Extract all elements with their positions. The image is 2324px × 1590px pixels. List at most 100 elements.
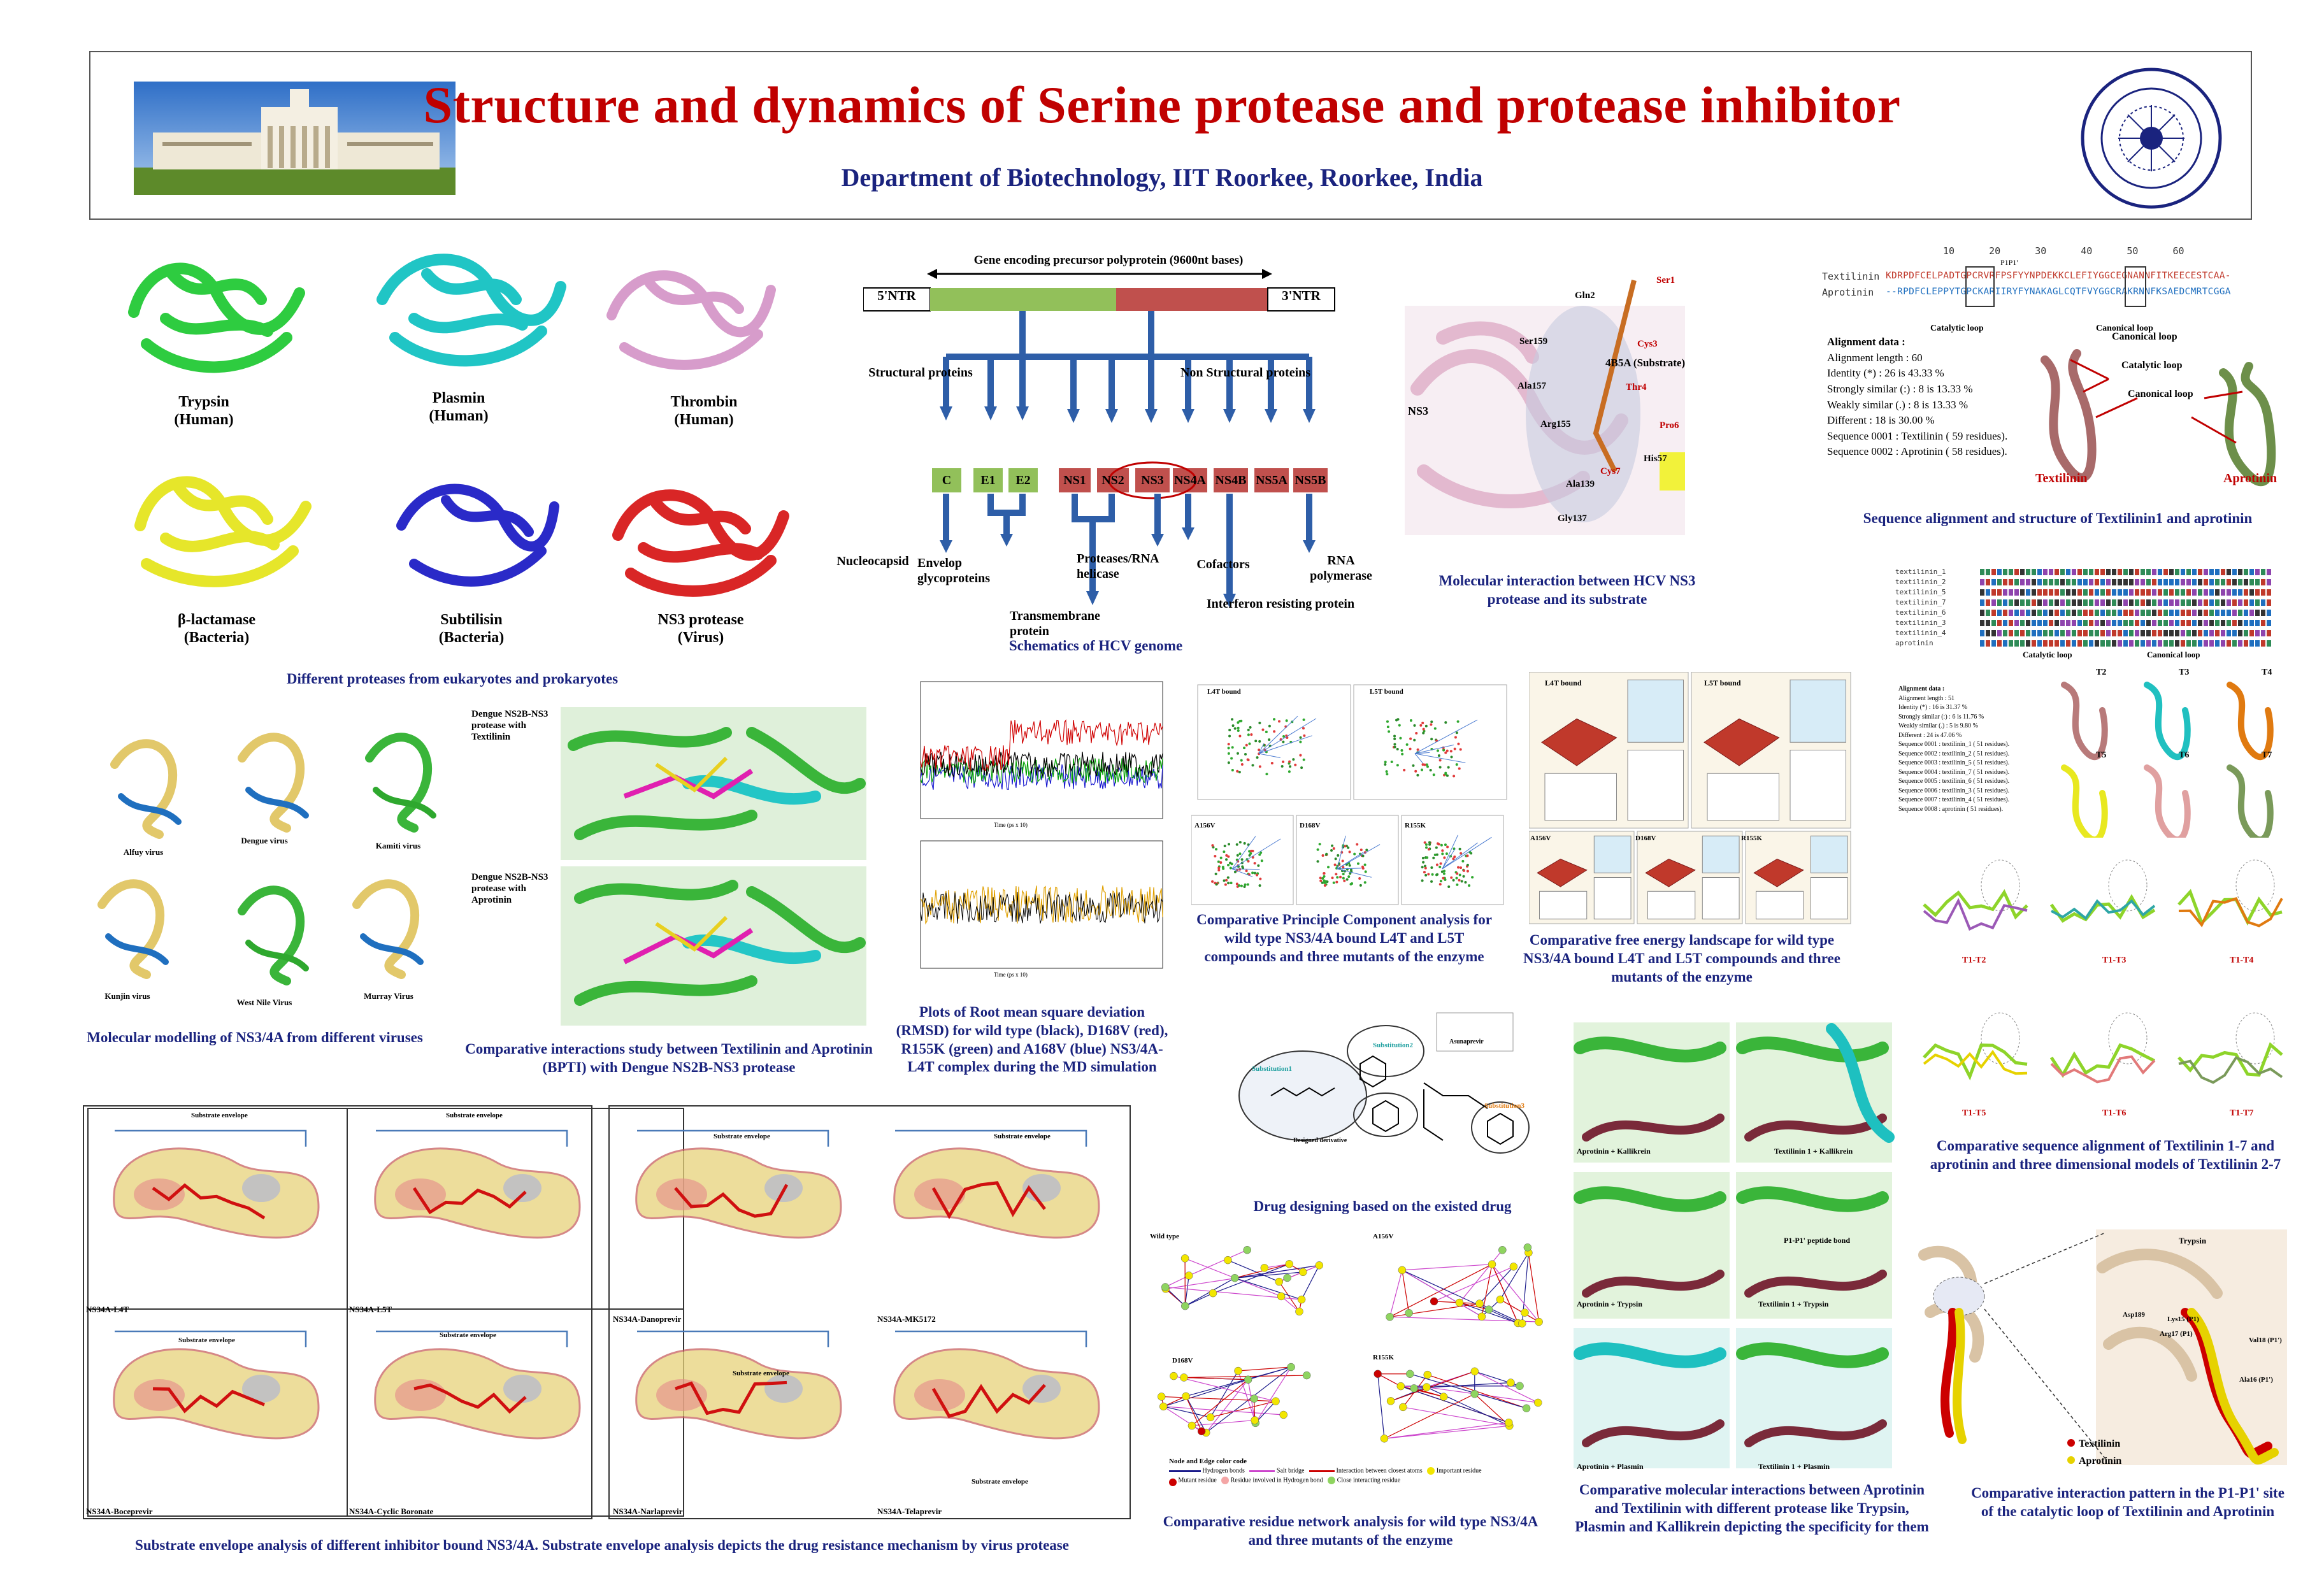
alignment-residue [2060,610,2065,616]
alignment-residue [2146,640,2151,647]
alignment-residue [2020,579,2025,585]
cys7-label: Cys7 [1600,466,1621,476]
pair-t1t4: T1-T4 [2230,956,2254,965]
alignment-residue [2238,579,2242,585]
p1-ala16: Ala16 (P1') [2239,1376,2273,1384]
alignment-residue [1986,620,1990,626]
virus-model [110,739,178,839]
alignment-residue [2232,630,2237,636]
alignment-residue [2209,620,2214,626]
model-t6-label: T6 [2179,750,2190,760]
alignment-residue [2175,640,2179,647]
p1-site-caption: Comparative interaction pattern in the P… [1971,1485,2285,1519]
alignment-residue [2232,610,2237,616]
alignment-residue [2169,630,2174,636]
alignment-residue [2003,589,2007,596]
alignment-residue [2175,589,2179,596]
ntr3-label: 3'NTR [1282,288,1321,303]
alignment-residue [2255,630,2260,636]
alignment-residue [2152,569,2156,575]
complex-tex-tryp: Textilinin 1 + Trypsin [1758,1300,1829,1308]
alignment-residue [2175,620,2179,626]
alignment-residue [2244,599,2248,606]
alignment-residue [2227,579,2231,585]
pair-t1t5: T1-T5 [1962,1108,1986,1118]
alignment-residue [2106,569,2111,575]
proteases-caption: Different proteases from eukaryotes and … [286,671,619,687]
complex-apr-tryp: Aprotinin + Trypsin [1577,1300,1642,1308]
alignment-residue [2152,579,2156,585]
complex-tex-kall: Textilinin 1 + Kallikrein [1774,1147,1853,1156]
alignment-residue [2215,569,2220,575]
alignment-residue [2112,589,2116,596]
alignment-residue [2100,579,2105,585]
alignment-residue [2118,569,2122,575]
alignment-residue [2141,569,2145,575]
alignment-residue [1991,620,1996,626]
virus-kamiti: Kamiti virus [375,841,421,850]
alignment-residue [2077,599,2082,606]
alignment-residue [1991,610,1996,616]
alignment-residue [2014,599,2019,606]
alignment-residue [2037,599,2042,606]
alignment-residue [2089,589,2093,596]
cys3-label: Cys3 [1637,339,1658,349]
trypsin-structure [128,262,305,373]
alignment-residue [2146,610,2151,616]
alignment-residue [2106,599,2111,606]
p1-legend-textilinin: Textilinin [2067,1438,2120,1450]
canonical-box [2125,266,2146,307]
alignment-residue [2003,610,2007,616]
alignment-residue [2026,630,2030,636]
alignment-residue [2089,640,2093,647]
alignment-residue [2204,630,2208,636]
his57-label: His57 [1644,454,1667,464]
alignment-residue [2049,599,2053,606]
alignment-residue [2186,579,2191,585]
thrombin-structure [606,270,776,370]
fel-r155k: R155K [1741,834,1762,842]
plasmin-label: Plasmin (Human) [429,390,489,424]
env-cyclic-boronate: NS34A-Cyclic Boronate [349,1507,434,1516]
alignment-residue [2175,569,2179,575]
alignment-residue [2152,589,2156,596]
rmsd-xlabel-top: Time (ps x 10) [994,822,1028,828]
pair-t1t3: T1-T3 [2102,956,2127,965]
ns3-protease-label: NS3 protease (Virus) [657,612,744,646]
textilinin-model [2061,682,2108,761]
plasmin-structure [377,254,566,367]
ns3-substrate-caption: Molecular interaction between HCV NS3 pr… [1438,573,1696,607]
alignment-residue [2198,589,2202,596]
drug-caption: Drug designing based on the existed drug [1253,1198,1512,1214]
alignment-residue [2192,630,2197,636]
rmsd-caption: Plots of Root mean square deviation (RMS… [896,1004,1168,1075]
alignment-residue [2060,589,2065,596]
alignment-residue [2083,599,2088,606]
virus-model [352,879,420,979]
alignment-residue [2232,569,2237,575]
alignment-residue [2215,589,2220,596]
alignment-residue [2232,579,2237,585]
textilinin-models-grid [2061,682,2274,838]
env-label-6: Substrate envelope [440,1331,496,1339]
pca-l5t: L5T bound [1370,688,1403,696]
designed-derivative-label: Designed derivative [1293,1137,1347,1144]
alignment-residue [2232,640,2237,647]
alignment-residue [2083,630,2088,636]
ns3-protease-structure [612,489,789,597]
subtilisin-label: Subtilisin (Bacteria) [438,612,505,646]
alignment-residue [2026,640,2030,647]
env-label-5: Substrate envelope [178,1336,235,1344]
dengue-textilinin-label: Dengue NS2B-NS3 protease with Textilinin [471,709,549,742]
alignment-residue [2169,579,2174,585]
env-telaprevir: NS34A-Telaprevir [877,1507,942,1516]
alignment-residue [2198,569,2202,575]
alignment-residue [2032,589,2036,596]
alignment-residue [2186,620,2191,626]
alignment-residue [2095,589,2099,596]
alignment-residue [2169,599,2174,606]
alignment-residue [2209,630,2214,636]
alignment-residue [2198,630,2202,636]
alignment-residue [2072,610,2076,616]
alignment1-data: Alignment data : Alignment length : 60 I… [1827,336,2008,458]
